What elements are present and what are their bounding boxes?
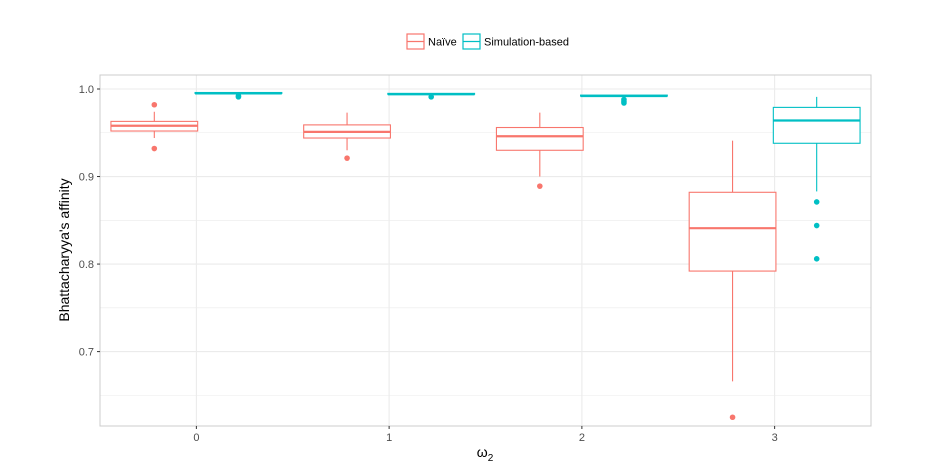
legend: Naïve Simulation-based: [406, 33, 569, 50]
plot-panel: [99, 74, 872, 427]
legend-label-naive: Naïve: [428, 37, 457, 49]
y-tick-label: 0.8: [79, 259, 94, 271]
box-simulation-based-3: [772, 96, 861, 262]
box-body: [495, 126, 584, 151]
y-axis-title: Bhattacharyya's affinity: [56, 178, 72, 321]
x-tick-label: 1: [386, 432, 392, 444]
box-body: [772, 106, 861, 144]
x-tick-label: 2: [579, 432, 585, 444]
outlier-point: [813, 199, 820, 205]
box-simulation-based-2: [580, 94, 668, 106]
outlier-point: [729, 414, 736, 421]
outlier-point: [813, 222, 820, 229]
box-marks: [110, 91, 861, 421]
legend-label-simulation-based: Simulation-based: [484, 37, 569, 49]
legend-key-naive: [406, 33, 425, 50]
outlier-point: [537, 183, 543, 189]
box-na-ve-3: [688, 140, 777, 421]
box-na-ve-2: [495, 112, 584, 189]
y-tick-label: 0.7: [79, 347, 94, 359]
x-axis-title: ω2: [477, 444, 494, 464]
x-axis: 0 1 2 3: [193, 426, 778, 444]
box-simulation-based-1: [387, 92, 476, 100]
y-axis: 0.7 0.8 0.9 1.0: [79, 84, 100, 359]
x-tick-label: 3: [772, 432, 778, 444]
y-tick-label: 1.0: [79, 84, 94, 96]
outlier-point: [621, 100, 627, 106]
box-na-ve-0: [110, 101, 199, 152]
x-tick-label: 0: [193, 432, 199, 444]
outlier-point: [428, 94, 434, 100]
outlier-point: [813, 256, 820, 262]
legend-key-simulation-based: [462, 33, 481, 50]
outlier-point: [344, 155, 350, 161]
box-na-ve-1: [303, 112, 391, 161]
y-tick-label: 0.9: [79, 172, 94, 184]
outlier-point: [151, 145, 158, 152]
box-simulation-based-0: [194, 91, 283, 100]
box-body: [688, 191, 777, 272]
outlier-point: [235, 94, 242, 100]
outlier-point: [151, 101, 158, 108]
